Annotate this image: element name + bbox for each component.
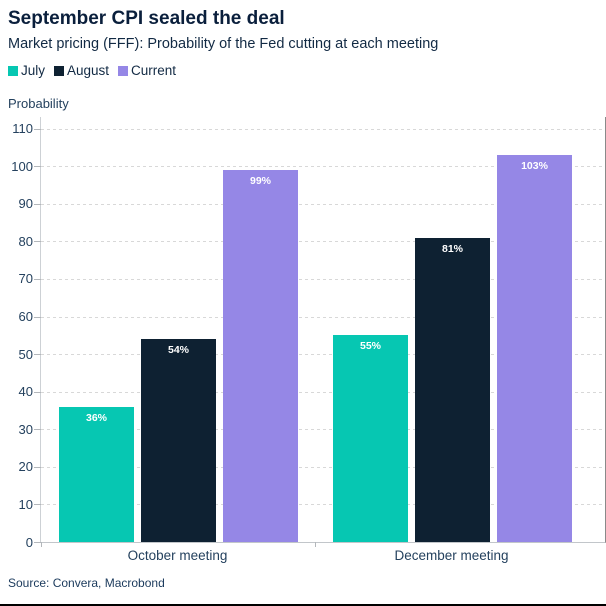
bar-value-label: 103% bbox=[521, 160, 548, 173]
legend: July August Current bbox=[8, 63, 176, 78]
bar-august-0: 54% bbox=[141, 339, 216, 542]
x-tick-mark bbox=[41, 542, 42, 547]
gridline bbox=[41, 504, 605, 506]
legend-item: August bbox=[54, 63, 109, 78]
legend-item: July bbox=[8, 63, 45, 78]
legend-label: August bbox=[67, 63, 110, 78]
gridline bbox=[41, 203, 605, 205]
y-tick-mark bbox=[34, 542, 41, 543]
y-tick-label: 20 bbox=[18, 459, 33, 475]
y-tick-mark bbox=[34, 429, 41, 431]
gridline bbox=[41, 391, 605, 393]
y-tick-label: 0 bbox=[25, 534, 33, 550]
plot-area: 0 10 20 30 40 50 60 70 80 90 100 110 36% 55% 54% 81% 99%… bbox=[11, 117, 606, 550]
legend-swatch-icon bbox=[8, 65, 18, 76]
x-category-label: December meeting bbox=[394, 548, 509, 563]
bar-value-label: 54% bbox=[167, 344, 189, 357]
y-tick-label: 80 bbox=[18, 233, 33, 249]
y-tick-mark bbox=[34, 166, 41, 168]
chart-subtitle: Market pricing (FFF): Probability of the… bbox=[8, 36, 439, 52]
y-tick-mark bbox=[34, 316, 41, 318]
bar-july-0: 36% bbox=[59, 406, 134, 542]
x-tick-mark bbox=[315, 542, 316, 547]
y-tick-mark bbox=[34, 241, 41, 243]
legend-swatch-icon bbox=[54, 65, 65, 76]
legend-swatch-icon bbox=[118, 65, 129, 76]
gridline bbox=[41, 466, 605, 468]
y-tick-label: 100 bbox=[11, 158, 33, 174]
bar-current-0: 99% bbox=[223, 170, 298, 542]
gridline bbox=[41, 429, 605, 431]
y-tick-mark bbox=[34, 391, 41, 393]
y-axis-title: Probability bbox=[8, 96, 69, 111]
y-tick-mark bbox=[34, 466, 41, 468]
y-tick-label: 40 bbox=[18, 384, 33, 400]
gridline bbox=[41, 128, 605, 130]
y-tick-label: 70 bbox=[18, 271, 33, 287]
gridline bbox=[41, 166, 605, 168]
y-tick-label: 50 bbox=[18, 346, 33, 362]
legend-item: Current bbox=[118, 63, 176, 78]
y-tick-mark bbox=[34, 203, 41, 205]
gridline bbox=[41, 278, 605, 280]
chart-title: September CPI sealed the deal bbox=[8, 8, 285, 29]
legend-label: July bbox=[21, 63, 46, 78]
bar-current-1: 103% bbox=[497, 155, 572, 542]
bar-value-label: 99% bbox=[249, 175, 271, 188]
y-tick-label: 30 bbox=[18, 421, 33, 437]
y-tick-mark bbox=[34, 128, 41, 130]
gridline bbox=[41, 354, 605, 356]
bottom-border bbox=[0, 604, 606, 606]
bar-july-1: 55% bbox=[333, 335, 408, 542]
source-note: Source: Convera, Macrobond bbox=[8, 576, 165, 590]
y-tick-mark bbox=[34, 278, 41, 280]
x-category-label: October meeting bbox=[127, 548, 228, 563]
y-tick-label: 60 bbox=[18, 309, 33, 325]
bar-value-label: 36% bbox=[85, 411, 107, 424]
y-tick-label: 110 bbox=[12, 121, 33, 137]
gridline bbox=[41, 241, 605, 243]
y-tick-mark bbox=[34, 354, 41, 356]
y-tick-label: 90 bbox=[18, 196, 33, 212]
bar-value-label: 55% bbox=[359, 340, 381, 353]
bar-value-label: 81% bbox=[441, 242, 463, 255]
y-tick-mark bbox=[34, 504, 41, 506]
gridline bbox=[41, 316, 605, 318]
legend-label: Current bbox=[131, 63, 177, 78]
bar-august-1: 81% bbox=[415, 237, 490, 542]
y-tick-label: 10 bbox=[18, 496, 33, 512]
